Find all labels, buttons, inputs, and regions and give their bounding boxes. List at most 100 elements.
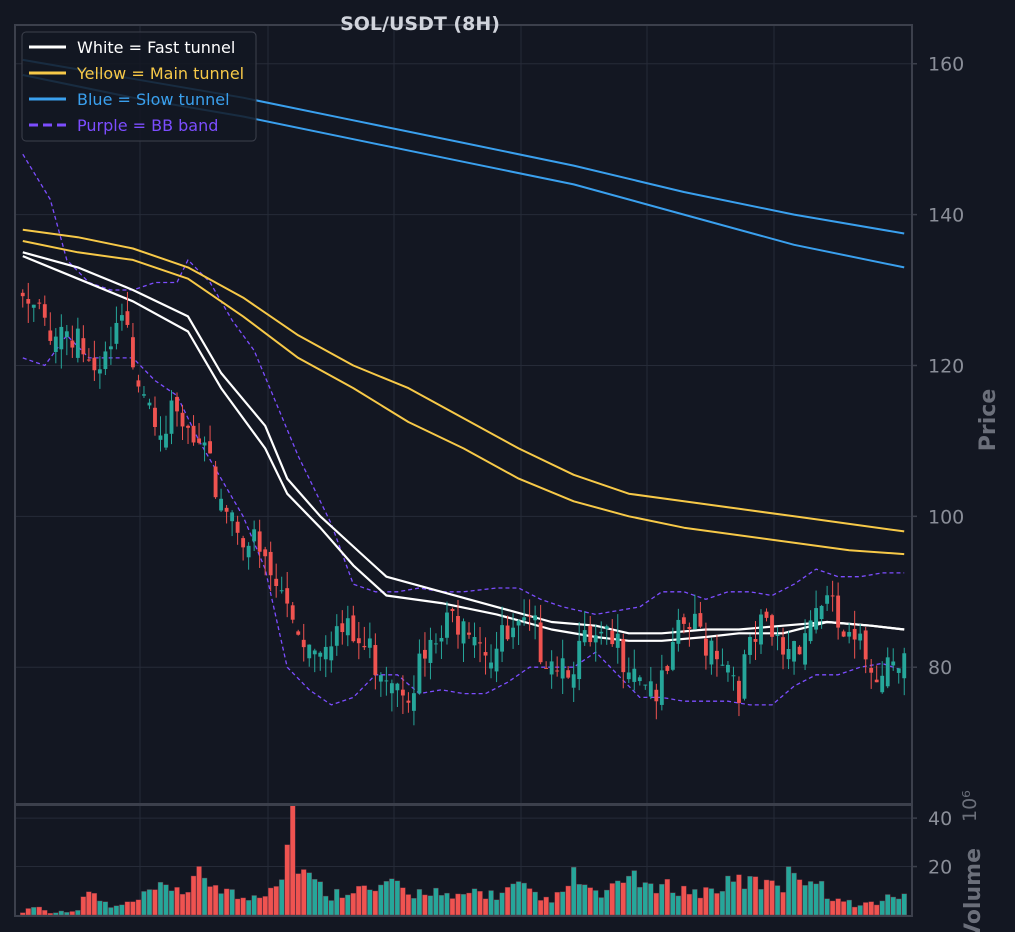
candle-down [274,578,279,586]
volume-bar-down [681,885,687,916]
volume-bar-down [874,904,880,916]
candle-down [781,637,785,655]
candle-up [516,620,521,626]
volume-bar-down [135,899,142,916]
candle-up [692,613,697,630]
volume-bar-up [532,891,538,916]
volume-bar-down [91,893,98,916]
candle-up [775,634,780,637]
volume-bar-down [339,897,345,916]
candle-up [307,644,312,659]
candle-up [439,637,444,642]
volume-bar-up [328,900,334,916]
volume-bar-up [163,884,169,916]
volume-bar-down [477,891,483,916]
candle-down [852,628,857,640]
main-tunnel-lower-line [22,240,905,556]
volume-bar-down [69,911,76,916]
candle-up [434,643,438,645]
candle-up [632,668,637,682]
candle-up [345,618,350,636]
volume-bar-up [774,885,781,916]
candle-up [494,648,499,672]
volume-bar-up [75,910,81,916]
candle-down [208,441,212,454]
candle-up [428,639,433,663]
candle-up [786,649,791,660]
volume-bar-up [548,902,555,916]
candle-down [301,639,306,648]
volume-bar-up [251,895,257,916]
volume-bar-down [703,887,709,916]
candle-up [169,400,174,434]
candle-down [698,613,703,627]
candle-down [483,652,488,656]
volume-bar-up [218,893,224,916]
candle-up [103,351,108,370]
candle-down [555,670,560,672]
candle-down [406,700,411,703]
volume-bar-up [692,889,698,916]
volume-bar-up [615,880,621,916]
candle-up [461,621,466,644]
price-tick-label: 140 [928,205,964,227]
candle-down [423,649,427,659]
volume-tick-label: 20 [928,857,952,879]
volume-bar-up [416,889,423,916]
volume-bar-up [31,907,37,916]
candle-down [136,380,141,387]
legend-label: Purple = BB band [77,116,218,135]
price-axis-label: Price [976,389,1001,451]
volume-bar-up [157,881,164,916]
volume-bar-down [868,901,874,916]
volume-bar-up [438,895,445,916]
candle-down [48,330,53,341]
volume-bar-down [780,892,786,916]
volume-bar-up [433,887,439,916]
candle-up [158,435,163,440]
price-tick-label: 100 [928,506,964,528]
candle-down [874,679,879,683]
candle-up [637,677,642,682]
volume-bar-up [846,899,852,916]
candle-up [472,637,477,646]
volume-bar-up [675,895,682,916]
candle-down [268,551,273,576]
candle-down [362,645,367,648]
volume-bar-up [807,881,814,916]
volume-bar-up [515,881,522,916]
volume-bar-up [571,866,577,916]
candle-down [450,608,455,612]
volume-bar-down [405,894,412,916]
volume-bar-up [378,884,384,916]
volume-bars [20,804,907,916]
candle-down [86,359,91,361]
candle-down [610,630,615,645]
volume-bar-down [207,886,213,916]
volume-bar-down [284,844,290,916]
volume-bar-down [736,874,742,916]
candle-down [467,632,471,635]
candle-up [329,646,334,661]
volume-bar-down [565,885,571,916]
candle-down [37,302,42,304]
volume-bar-up [334,888,340,916]
candle-up [417,653,422,694]
volume-bar-down [290,804,296,916]
candle-up [323,646,328,660]
volume-bar-up [113,905,120,916]
candle-up [742,654,747,699]
candle-down [131,337,135,368]
volume-bar-up [102,901,109,916]
candle-up [731,675,736,677]
candle-down [456,616,460,635]
volume-bar-down [697,897,704,916]
volume-bar-up [670,892,676,916]
candle-up [759,614,763,645]
candle-up [312,650,317,655]
candle-down [681,617,686,624]
volume-bar-up [97,900,103,916]
volume-bar-down [863,902,869,916]
